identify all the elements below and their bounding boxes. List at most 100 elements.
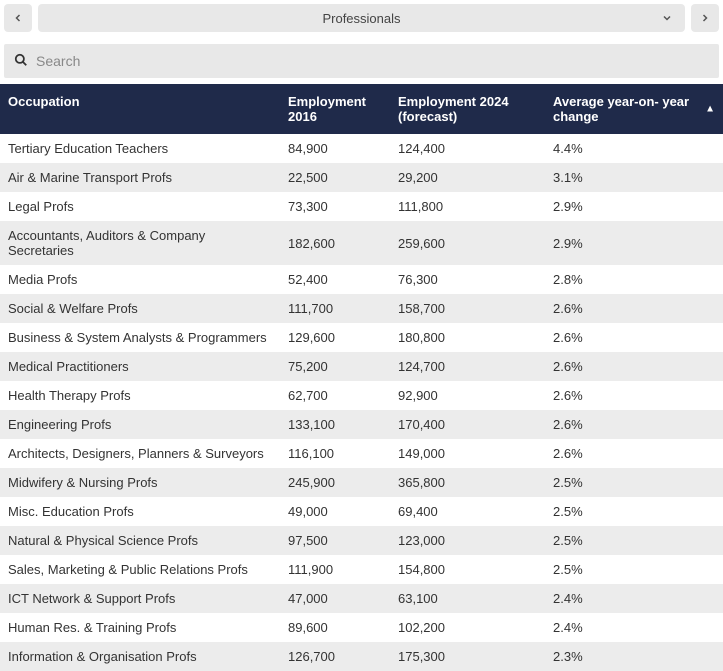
table-cell: Business & System Analysts & Programmers xyxy=(0,323,280,352)
table-cell: 52,400 xyxy=(280,265,390,294)
table-cell: Misc. Education Profs xyxy=(0,497,280,526)
table-cell: 2.9% xyxy=(545,221,723,265)
table-cell: 158,700 xyxy=(390,294,545,323)
dropdown-label: Professionals xyxy=(322,11,400,26)
table-cell: 124,700 xyxy=(390,352,545,381)
prev-button[interactable] xyxy=(4,4,32,32)
table-row: Accountants, Auditors & Company Secretar… xyxy=(0,221,723,265)
table-cell: 123,000 xyxy=(390,526,545,555)
table-cell: 102,200 xyxy=(390,613,545,642)
table-cell: Engineering Profs xyxy=(0,410,280,439)
table-cell: 2.4% xyxy=(545,613,723,642)
table-cell: 2.9% xyxy=(545,192,723,221)
table-cell: Architects, Designers, Planners & Survey… xyxy=(0,439,280,468)
column-label: Average year-on- year change xyxy=(553,94,689,124)
table-cell: 2.5% xyxy=(545,555,723,584)
column-header-employment-2016[interactable]: Employment 2016 xyxy=(280,84,390,134)
table-cell: 2.3% xyxy=(545,642,723,671)
table-cell: 4.4% xyxy=(545,134,723,163)
table-cell: Health Therapy Profs xyxy=(0,381,280,410)
table-row: Human Res. & Training Profs89,600102,200… xyxy=(0,613,723,642)
chevron-left-icon xyxy=(12,12,24,24)
table-cell: 2.5% xyxy=(545,497,723,526)
table-cell: Information & Organisation Profs xyxy=(0,642,280,671)
table-cell: 116,100 xyxy=(280,439,390,468)
table-cell: 69,400 xyxy=(390,497,545,526)
table-cell: 149,000 xyxy=(390,439,545,468)
category-dropdown[interactable]: Professionals xyxy=(38,4,685,32)
column-header-avg-change[interactable]: Average year-on- year change ▲ xyxy=(545,84,723,134)
table-cell: 170,400 xyxy=(390,410,545,439)
table-row: Air & Marine Transport Profs22,50029,200… xyxy=(0,163,723,192)
table-cell: 63,100 xyxy=(390,584,545,613)
table-cell: 111,800 xyxy=(390,192,545,221)
table-cell: 182,600 xyxy=(280,221,390,265)
employment-table: Occupation Employment 2016 Employment 20… xyxy=(0,84,723,671)
table-row: Health Therapy Profs62,70092,9002.6% xyxy=(0,381,723,410)
table-cell: 111,700 xyxy=(280,294,390,323)
column-header-occupation[interactable]: Occupation xyxy=(0,84,280,134)
table-row: Information & Organisation Profs126,7001… xyxy=(0,642,723,671)
table-cell: 2.6% xyxy=(545,381,723,410)
table-cell: 2.6% xyxy=(545,323,723,352)
table-cell: 124,400 xyxy=(390,134,545,163)
table-row: Tertiary Education Teachers84,900124,400… xyxy=(0,134,723,163)
search-bar xyxy=(4,44,719,78)
table-cell: 129,600 xyxy=(280,323,390,352)
table-cell: 84,900 xyxy=(280,134,390,163)
table-cell: 47,000 xyxy=(280,584,390,613)
next-button[interactable] xyxy=(691,4,719,32)
table-row: Natural & Physical Science Profs97,50012… xyxy=(0,526,723,555)
table-cell: 111,900 xyxy=(280,555,390,584)
table-row: Architects, Designers, Planners & Survey… xyxy=(0,439,723,468)
table-cell: 22,500 xyxy=(280,163,390,192)
search-icon xyxy=(14,53,28,70)
table-cell: 29,200 xyxy=(390,163,545,192)
table-cell: 2.6% xyxy=(545,294,723,323)
column-label: Occupation xyxy=(8,94,80,109)
table-cell: Medical Practitioners xyxy=(0,352,280,381)
column-header-employment-2024[interactable]: Employment 2024 (forecast) xyxy=(390,84,545,134)
table-cell: Air & Marine Transport Profs xyxy=(0,163,280,192)
table-body: Tertiary Education Teachers84,900124,400… xyxy=(0,134,723,671)
table-cell: Natural & Physical Science Profs xyxy=(0,526,280,555)
table-cell: 365,800 xyxy=(390,468,545,497)
column-label: Employment 2024 (forecast) xyxy=(398,94,509,124)
column-label: Employment 2016 xyxy=(288,94,366,124)
table-cell: 2.6% xyxy=(545,352,723,381)
table-cell: Midwifery & Nursing Profs xyxy=(0,468,280,497)
table-row: ICT Network & Support Profs47,00063,1002… xyxy=(0,584,723,613)
table-row: Engineering Profs133,100170,4002.6% xyxy=(0,410,723,439)
chevron-down-icon xyxy=(661,12,673,24)
table-cell: 2.5% xyxy=(545,526,723,555)
chevron-right-icon xyxy=(699,12,711,24)
table-cell: 73,300 xyxy=(280,192,390,221)
table-row: Medical Practitioners75,200124,7002.6% xyxy=(0,352,723,381)
table-cell: 175,300 xyxy=(390,642,545,671)
top-nav-bar: Professionals xyxy=(0,0,723,36)
table-cell: 49,000 xyxy=(280,497,390,526)
table-cell: Accountants, Auditors & Company Secretar… xyxy=(0,221,280,265)
table-row: Legal Profs73,300111,8002.9% xyxy=(0,192,723,221)
table-cell: 2.4% xyxy=(545,584,723,613)
table-cell: 75,200 xyxy=(280,352,390,381)
table-cell: 2.6% xyxy=(545,439,723,468)
table-row: Media Profs52,40076,3002.8% xyxy=(0,265,723,294)
table-cell: Legal Profs xyxy=(0,192,280,221)
table-cell: Media Profs xyxy=(0,265,280,294)
table-cell: 3.1% xyxy=(545,163,723,192)
table-cell: 97,500 xyxy=(280,526,390,555)
table-cell: 259,600 xyxy=(390,221,545,265)
table-row: Sales, Marketing & Public Relations Prof… xyxy=(0,555,723,584)
table-cell: ICT Network & Support Profs xyxy=(0,584,280,613)
table-cell: 133,100 xyxy=(280,410,390,439)
table-cell: 2.8% xyxy=(545,265,723,294)
table-cell: Human Res. & Training Profs xyxy=(0,613,280,642)
sort-indicator-icon: ▲ xyxy=(705,104,715,115)
table-cell: 76,300 xyxy=(390,265,545,294)
table-cell: 89,600 xyxy=(280,613,390,642)
search-input[interactable] xyxy=(36,53,709,69)
table-row: Social & Welfare Profs111,700158,7002.6% xyxy=(0,294,723,323)
table-cell: Sales, Marketing & Public Relations Prof… xyxy=(0,555,280,584)
table-row: Midwifery & Nursing Profs245,900365,8002… xyxy=(0,468,723,497)
